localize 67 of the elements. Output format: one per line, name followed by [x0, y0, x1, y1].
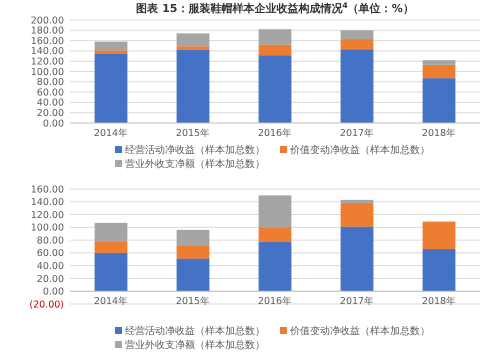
bar — [422, 64, 456, 78]
bar — [258, 242, 292, 292]
bar — [176, 46, 210, 50]
bar — [258, 44, 292, 56]
legend-label: 营业外收支净额（样本加总数） — [125, 339, 265, 351]
y-tick-label: 100.00 — [30, 222, 64, 234]
bar — [94, 42, 128, 50]
y-tick-label: 40.00 — [36, 98, 64, 109]
bar — [258, 227, 292, 242]
legend-label: 营业外收支净额（样本加总数） — [125, 158, 265, 170]
y-tick-label: 100.00 — [30, 66, 64, 78]
chart-title: 图表 15：服装鞋帽样本企业收益构成情况$^{4}$（单位：%） — [136, 0, 414, 15]
bar — [258, 56, 292, 123]
legend-label: 经营活动净收益（样本加总数） — [125, 325, 265, 337]
y-tick-label: 120.00 — [30, 56, 64, 68]
y-tick-label: 160.00 — [30, 184, 64, 196]
bar — [422, 249, 456, 292]
bar — [422, 222, 456, 250]
x-tick-label: 2014年 — [94, 127, 128, 139]
bar — [94, 50, 128, 54]
bar — [422, 60, 456, 65]
legend-label: 价值变动净收益（样本加总数） — [289, 325, 430, 337]
x-tick-label: 2015年 — [176, 127, 210, 139]
x-tick-label: 2015年 — [176, 295, 210, 308]
y-tick-label: 60.00 — [36, 248, 64, 260]
bar — [340, 200, 374, 204]
bar — [340, 39, 374, 50]
y-tick-label: 180.00 — [30, 26, 64, 37]
x-tick-label: 2018年 — [422, 127, 456, 139]
bar — [176, 33, 210, 46]
y-tick-label: 80.00 — [36, 77, 64, 88]
bar — [94, 241, 128, 253]
bar — [176, 50, 210, 123]
bar — [94, 222, 128, 242]
y-tick-label: 80.00 — [36, 235, 64, 246]
y-tick-label: 120.00 — [30, 210, 64, 221]
y-tick-label: 0.00 — [42, 286, 64, 298]
y-tick-label: 160.00 — [30, 36, 64, 47]
y-tick-label: 140.00 — [30, 197, 64, 208]
bar — [422, 78, 456, 123]
y-tick-label: (20.00) — [29, 299, 64, 310]
legend-label: 价值变动净收益（样本加总数） — [289, 144, 430, 156]
x-tick-label: 2017年 — [340, 127, 374, 139]
y-tick-label: 20.00 — [36, 108, 64, 120]
bar — [176, 245, 210, 259]
y-tick-label: 20.00 — [36, 274, 64, 285]
y-tick-label: 60.00 — [36, 87, 64, 98]
y-tick-label: 0.00 — [42, 118, 64, 130]
legend-label: 经营活动净收益（样本加总数） — [125, 144, 265, 156]
bar — [94, 252, 128, 292]
bar — [340, 49, 374, 123]
x-tick-label: 2018年 — [422, 295, 456, 308]
x-tick-label: 2014年 — [94, 295, 128, 308]
y-tick-label: 200.00 — [30, 15, 64, 26]
bar — [258, 195, 292, 228]
x-tick-label: 2016年 — [258, 295, 292, 308]
bar — [340, 226, 374, 292]
bar — [176, 230, 210, 246]
bar — [258, 29, 292, 45]
bar — [340, 203, 374, 227]
y-tick-label: 40.00 — [36, 260, 64, 272]
bar — [176, 258, 210, 292]
bar — [340, 30, 374, 40]
x-tick-label: 2017年 — [340, 295, 374, 308]
bar — [94, 54, 128, 123]
x-tick-label: 2016年 — [258, 127, 292, 139]
y-tick-label: 140.00 — [30, 46, 64, 58]
